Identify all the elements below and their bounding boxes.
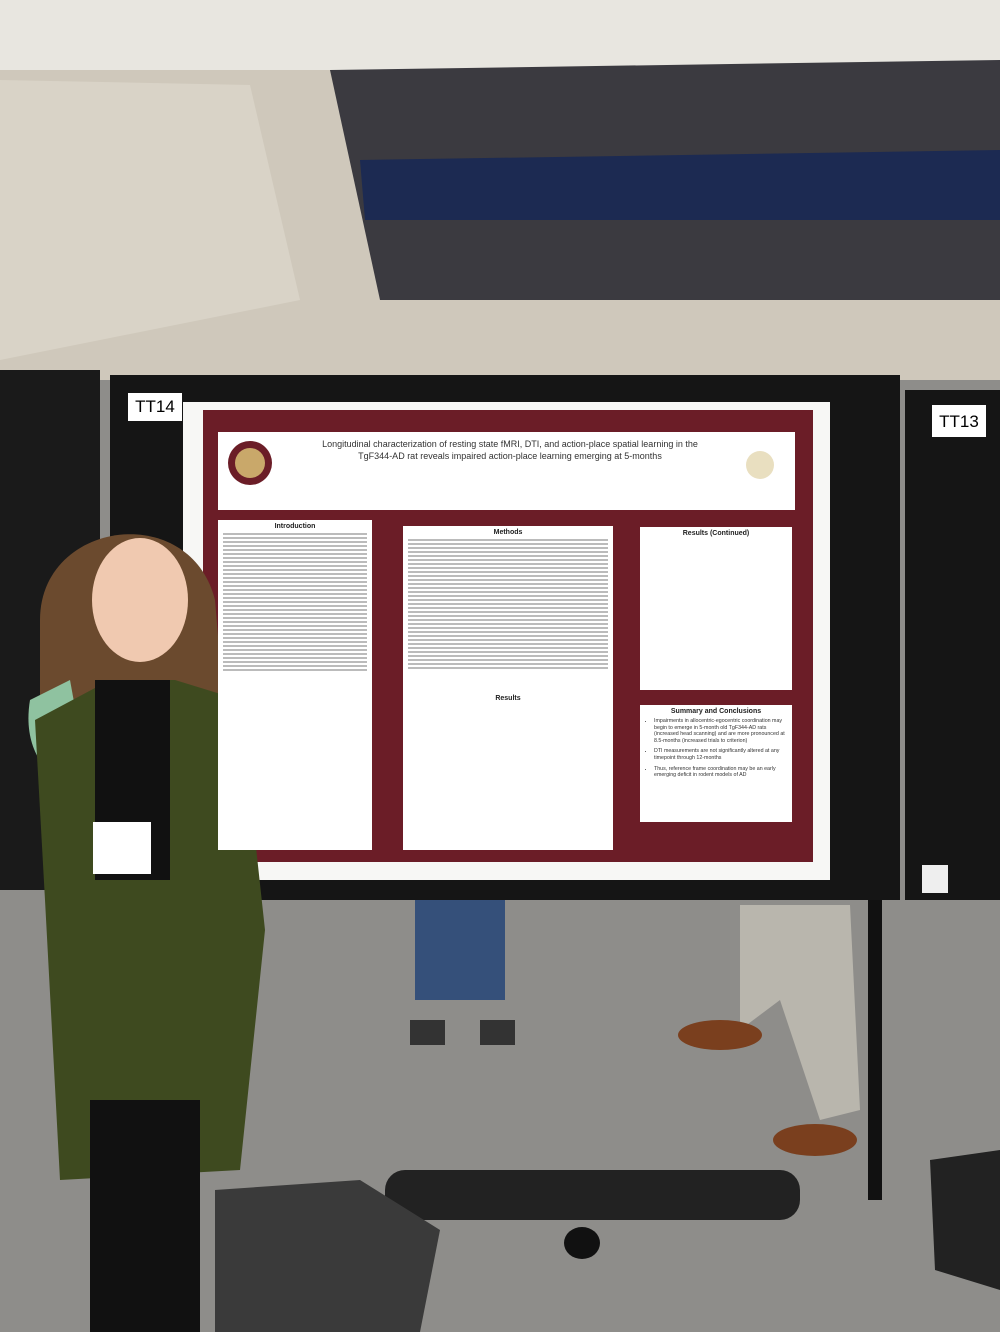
shoe [773,1124,857,1156]
bag [215,1180,440,1332]
section-heading: Methods [493,529,523,536]
board-tt13 [905,390,1000,900]
poster-header [218,432,795,510]
pants [90,1100,200,1332]
shoe [678,1020,762,1050]
title-line: TgF344-AD rat reveals impaired action-pl… [358,451,662,462]
ceiling-blue [360,150,1000,220]
coat [35,680,265,1180]
logo [235,448,265,478]
face [92,538,188,662]
summary-list: Impairments in allocentric-egocentric co… [645,718,787,779]
section-heading: Results (Continued) [682,530,750,537]
tube-cap [564,1227,600,1259]
sign [932,405,986,437]
section-heading: Summary and Conclusions [670,708,762,715]
logo [746,451,774,479]
section-heading: Introduction [274,523,316,530]
summary-bullet: DTI measurements are not significantly a… [654,748,787,761]
sign [128,393,182,421]
title-line: Longitudinal characterization of resting… [322,439,698,449]
ceiling-top [0,0,1000,70]
poster-title: Longitudinal characterization of resting… [260,438,760,462]
summary-bullet: Thus, reference frame coordination may b… [654,766,787,779]
shoe [480,1020,515,1045]
legs [415,900,505,1000]
wall [0,80,300,360]
shoe [410,1020,445,1045]
legs [740,905,860,1120]
cup [922,865,948,893]
sign-text: TT13 [939,412,979,431]
summary-bullet: Impairments in allocentric-egocentric co… [654,718,787,744]
backpack [930,1150,1000,1290]
section: Introduction [218,520,372,850]
section-heading: Results [495,695,521,702]
badge [93,822,151,874]
section: Methods Results [403,526,613,850]
board-leg [868,900,882,1200]
sign-text: TT14 [135,397,175,416]
poster-tube [385,1170,800,1220]
section: Results (Continued) [640,527,792,690]
section: Summary and Conclusions Impairments in a… [640,705,792,822]
